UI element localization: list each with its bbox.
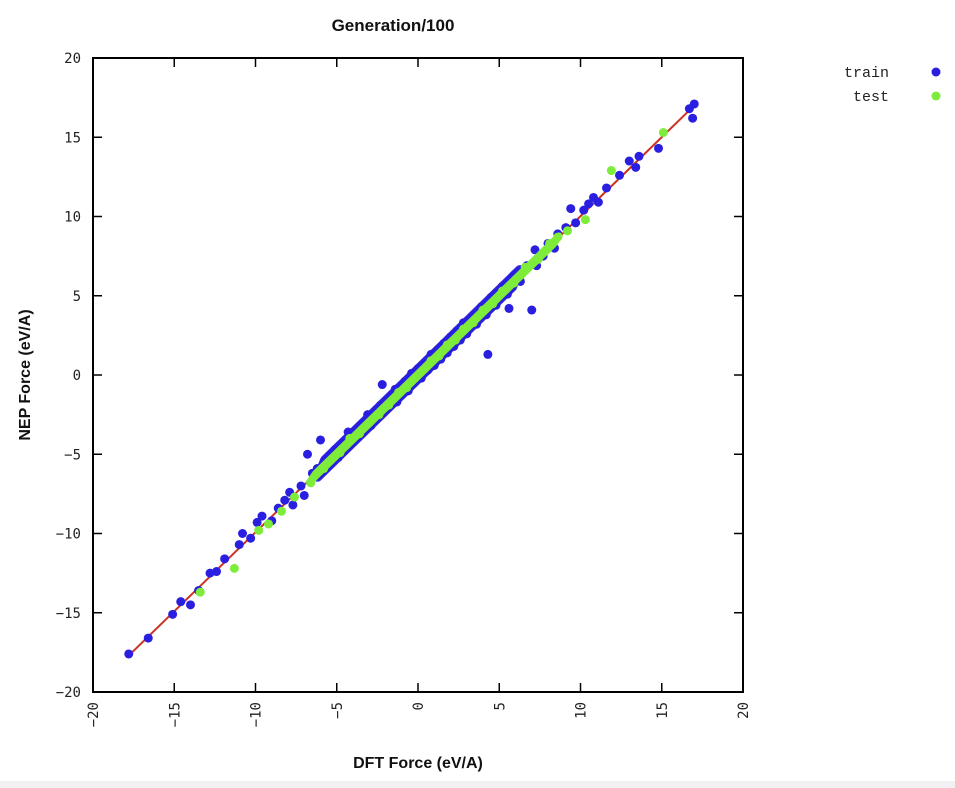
axis-tick-labels: −20 −15 −10 −5 0 5 10 15 20 −20 −15 −10 −5 0 5 10 15 20 xyxy=(56,51,752,727)
legend-label-test: test xyxy=(853,89,889,106)
train-point xyxy=(234,540,244,550)
train-point xyxy=(288,500,298,510)
test-point xyxy=(264,519,273,529)
chart-title: Generation/100 xyxy=(332,16,455,35)
train-point xyxy=(530,245,540,255)
legend: train test xyxy=(844,65,941,106)
axis-ticks xyxy=(93,58,743,692)
plot-area: −20 −15 −10 −5 0 5 10 15 20 −20 −15 −10 −5 0 5 10 15 20 xyxy=(56,51,752,727)
legend-label-train: train xyxy=(844,65,889,82)
y-tick-label: 0 xyxy=(73,368,81,384)
test-point xyxy=(580,215,590,225)
train-point xyxy=(631,162,641,172)
y-tick-label: −15 xyxy=(56,606,81,622)
test-point xyxy=(658,127,668,137)
train-point xyxy=(634,151,644,161)
train-point xyxy=(624,156,634,166)
train-point xyxy=(176,597,186,607)
train-point xyxy=(571,218,581,228)
x-tick-label: 15 xyxy=(655,702,671,719)
train-point xyxy=(615,170,624,180)
test-point xyxy=(563,226,572,236)
train-point xyxy=(280,495,290,505)
train-point xyxy=(527,305,537,315)
x-tick-label: 10 xyxy=(574,702,590,719)
train-point xyxy=(654,143,663,153)
train-point xyxy=(584,199,594,209)
train-point xyxy=(504,303,514,313)
y-tick-label: 15 xyxy=(64,130,81,146)
test-point xyxy=(277,506,286,516)
x-tick-label: 5 xyxy=(492,702,508,710)
test-point xyxy=(195,587,205,597)
train-point xyxy=(689,99,699,109)
series-layer xyxy=(124,99,699,659)
train-point xyxy=(303,449,312,459)
train-point xyxy=(238,529,247,538)
legend-marker-test xyxy=(931,91,941,101)
y-tick-label: −5 xyxy=(64,447,81,463)
train-point xyxy=(688,113,698,123)
test-point xyxy=(229,563,239,573)
train-point xyxy=(186,600,195,610)
train-point xyxy=(316,435,325,445)
x-axis-label: DFT Force (eV/A) xyxy=(353,755,483,772)
train-point xyxy=(602,183,611,193)
train-point xyxy=(143,633,153,643)
train-point xyxy=(377,380,387,390)
y-tick-label: 20 xyxy=(64,51,81,67)
bottom-band xyxy=(0,781,955,788)
y-axis-label: NEP Force (eV/A) xyxy=(17,309,34,440)
train-point xyxy=(168,609,178,619)
train-point xyxy=(257,511,267,521)
train-point xyxy=(124,649,134,659)
y-tick-label: −20 xyxy=(56,685,81,701)
train-point xyxy=(252,517,262,527)
test-point xyxy=(254,525,264,535)
test-point xyxy=(606,166,616,176)
x-tick-label: −5 xyxy=(330,702,346,719)
train-point xyxy=(220,554,230,564)
series-test xyxy=(195,127,668,597)
train-point xyxy=(246,533,256,543)
train-point xyxy=(579,205,589,215)
train-point xyxy=(593,197,603,207)
x-tick-label: −20 xyxy=(86,702,102,727)
x-tick-label: −15 xyxy=(167,702,183,727)
y-tick-label: 5 xyxy=(73,289,81,305)
test-point xyxy=(290,492,299,502)
x-tick-label: 0 xyxy=(411,702,427,710)
y-tick-label: −10 xyxy=(56,527,81,543)
train-point xyxy=(212,567,221,577)
train-point xyxy=(566,204,576,214)
train-point xyxy=(299,490,309,500)
legend-marker-train xyxy=(931,67,941,77)
x-tick-label: 20 xyxy=(736,702,752,719)
test-dense-band xyxy=(311,232,563,478)
train-point xyxy=(483,349,493,359)
y-tick-label: 10 xyxy=(64,210,81,226)
x-tick-label: −10 xyxy=(249,702,265,727)
train-point xyxy=(296,481,306,491)
